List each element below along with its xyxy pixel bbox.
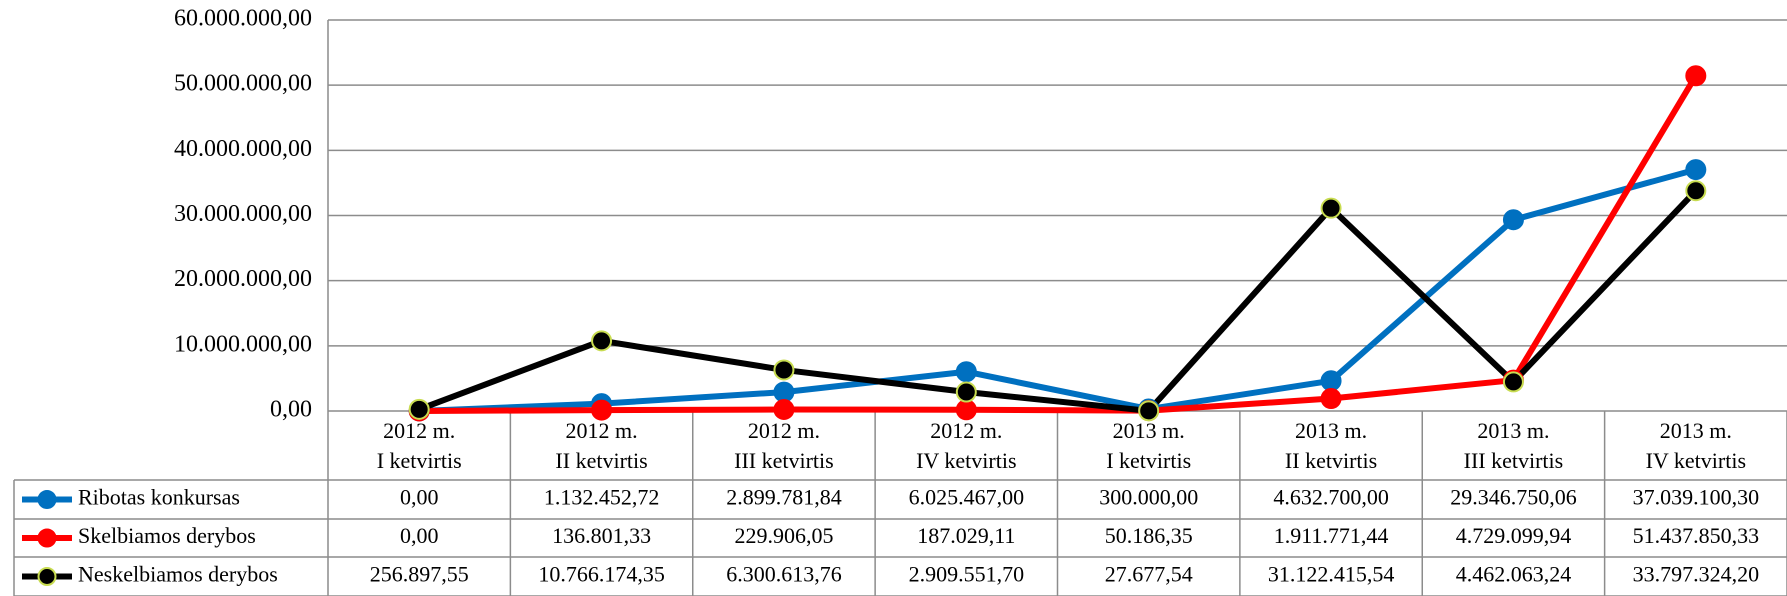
- x-tick-label: 2013 m.: [1660, 418, 1732, 443]
- table-value: 4.729.099,94: [1456, 523, 1572, 548]
- series-marker: [1320, 197, 1342, 219]
- x-tick-label: 2013 m.: [1295, 418, 1367, 443]
- table-value: 31.122.415,54: [1268, 562, 1395, 587]
- table-value: 1.911.771,44: [1274, 523, 1389, 548]
- y-tick-label: 50.000.000,00: [174, 71, 312, 97]
- x-tick-label: 2012 m.: [566, 418, 638, 443]
- series-marker: [773, 399, 795, 421]
- series-marker: [955, 381, 977, 403]
- legend-marker: [37, 528, 57, 548]
- x-tick-label: I ketvirtis: [377, 448, 462, 473]
- series-line: [419, 74, 1699, 414]
- x-tick-label: III ketvirtis: [1464, 448, 1564, 473]
- series-line: [419, 166, 1697, 414]
- series-marker: [773, 359, 795, 381]
- x-tick-label: II ketvirtis: [1285, 448, 1377, 473]
- legend-marker: [37, 567, 57, 586]
- table-value: 29.346.750,06: [1450, 485, 1577, 510]
- y-tick-label: 0,00: [270, 397, 312, 423]
- series-marker: [591, 330, 613, 352]
- series-marker: [591, 399, 613, 421]
- table-value: 1.132.452,72: [544, 485, 660, 510]
- table-value: 10.766.174,35: [538, 562, 665, 587]
- series-marker: [1138, 400, 1160, 422]
- series-marker: [408, 398, 430, 420]
- legend-marker: [37, 490, 57, 509]
- table-value: 6.025.467,00: [909, 485, 1025, 510]
- y-tick-label: 10.000.000,00: [174, 331, 312, 357]
- table-value: 0,00: [400, 485, 439, 510]
- x-tick-label: I ketvirtis: [1106, 448, 1191, 473]
- table-value: 50.186,35: [1105, 523, 1193, 548]
- series-marker: [1685, 65, 1707, 87]
- x-tick-label: 2013 m.: [1113, 418, 1185, 443]
- x-tick-label: 2012 m.: [748, 418, 820, 443]
- y-tick-label: 20.000.000,00: [174, 266, 312, 292]
- x-tick-label: 2012 m.: [930, 418, 1002, 443]
- table-value: 27.677,54: [1105, 562, 1193, 587]
- x-tick-label: II ketvirtis: [555, 448, 647, 473]
- table-value: 37.039.100,30: [1633, 485, 1760, 510]
- series-marker: [773, 381, 795, 403]
- legend-label: Ribotas konkursas: [78, 485, 240, 510]
- y-tick-label: 30.000.000,00: [174, 201, 312, 227]
- table-value: 300.000,00: [1099, 485, 1198, 510]
- series-marker: [1685, 180, 1707, 202]
- table-value: 4.632.700,00: [1273, 485, 1389, 510]
- x-tick-label: IV ketvirtis: [1646, 448, 1746, 473]
- series-marker: [955, 399, 977, 421]
- legend-label: Neskelbiamos derybos: [78, 562, 278, 587]
- series-marker: [1320, 388, 1342, 410]
- table-value: 6.300.613,76: [726, 562, 842, 587]
- x-tick-label: III ketvirtis: [734, 448, 834, 473]
- y-tick-label: 40.000.000,00: [174, 136, 312, 162]
- legend-label: Skelbiamos derybos: [78, 523, 256, 548]
- series-marker: [955, 361, 977, 383]
- table-value: 2.899.781,84: [726, 485, 842, 510]
- table-value: 229.906,05: [734, 523, 833, 548]
- series-marker: [1502, 209, 1524, 231]
- series-marker: [1685, 159, 1707, 181]
- series-line: [418, 188, 1698, 414]
- table-value: 4.462.063,24: [1456, 562, 1572, 587]
- x-tick-label: 2013 m.: [1477, 418, 1549, 443]
- table-value: 187.029,11: [917, 523, 1015, 548]
- x-tick-label: 2012 m.: [383, 418, 455, 443]
- series-marker: [1320, 370, 1342, 392]
- table-value: 136.801,33: [552, 523, 651, 548]
- y-tick-label: 60.000.000,00: [174, 6, 312, 32]
- table-value: 2.909.551,70: [909, 562, 1025, 587]
- table-value: 33.797.324,20: [1633, 562, 1760, 587]
- series-marker: [1502, 371, 1524, 393]
- table-value: 0,00: [400, 523, 439, 548]
- table-value: 256.897,55: [370, 562, 469, 587]
- x-tick-label: IV ketvirtis: [916, 448, 1016, 473]
- table-value: 51.437.850,33: [1633, 523, 1760, 548]
